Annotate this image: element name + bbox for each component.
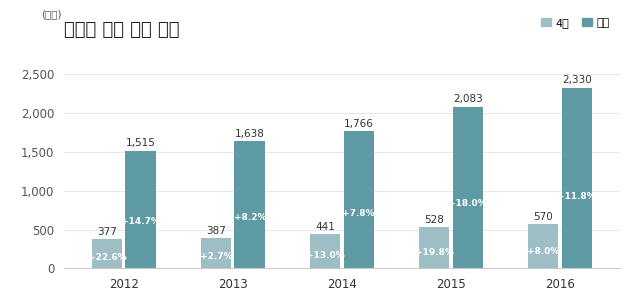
Bar	[528, 224, 558, 268]
Text: 1,638: 1,638	[235, 129, 265, 139]
Text: 387: 387	[206, 226, 226, 236]
Text: 2,330: 2,330	[562, 75, 592, 85]
Text: +19.8%: +19.8%	[415, 248, 454, 257]
Text: +14.7%: +14.7%	[121, 217, 160, 226]
Text: 377: 377	[97, 227, 117, 237]
Bar	[310, 234, 340, 268]
Text: +22.6%: +22.6%	[88, 253, 127, 262]
Text: 국제선 여객 실적 추이: 국제선 여객 실적 추이	[64, 21, 180, 39]
Bar	[235, 141, 265, 268]
Text: +2.7%: +2.7%	[199, 253, 232, 261]
Text: +18.0%: +18.0%	[449, 199, 487, 208]
Legend: 4월, 누적: 4월, 누적	[536, 13, 614, 33]
Bar	[125, 151, 156, 268]
Bar	[344, 131, 374, 268]
Text: +13.0%: +13.0%	[305, 251, 344, 260]
Text: +11.8%: +11.8%	[557, 192, 596, 201]
Bar	[201, 238, 231, 268]
Text: 528: 528	[424, 215, 444, 225]
Text: 1,766: 1,766	[344, 119, 374, 129]
Text: 1,515: 1,515	[126, 138, 156, 149]
Text: 441: 441	[315, 222, 335, 232]
Text: +8.0%: +8.0%	[527, 247, 559, 256]
Text: 2,083: 2,083	[453, 94, 482, 104]
Bar	[562, 88, 592, 268]
Bar	[92, 239, 122, 268]
Text: (만명): (만명)	[42, 9, 62, 19]
Bar	[452, 107, 483, 268]
Bar	[419, 228, 449, 268]
Text: 570: 570	[533, 212, 553, 222]
Text: +7.8%: +7.8%	[343, 209, 375, 218]
Text: +8.2%: +8.2%	[233, 213, 266, 222]
